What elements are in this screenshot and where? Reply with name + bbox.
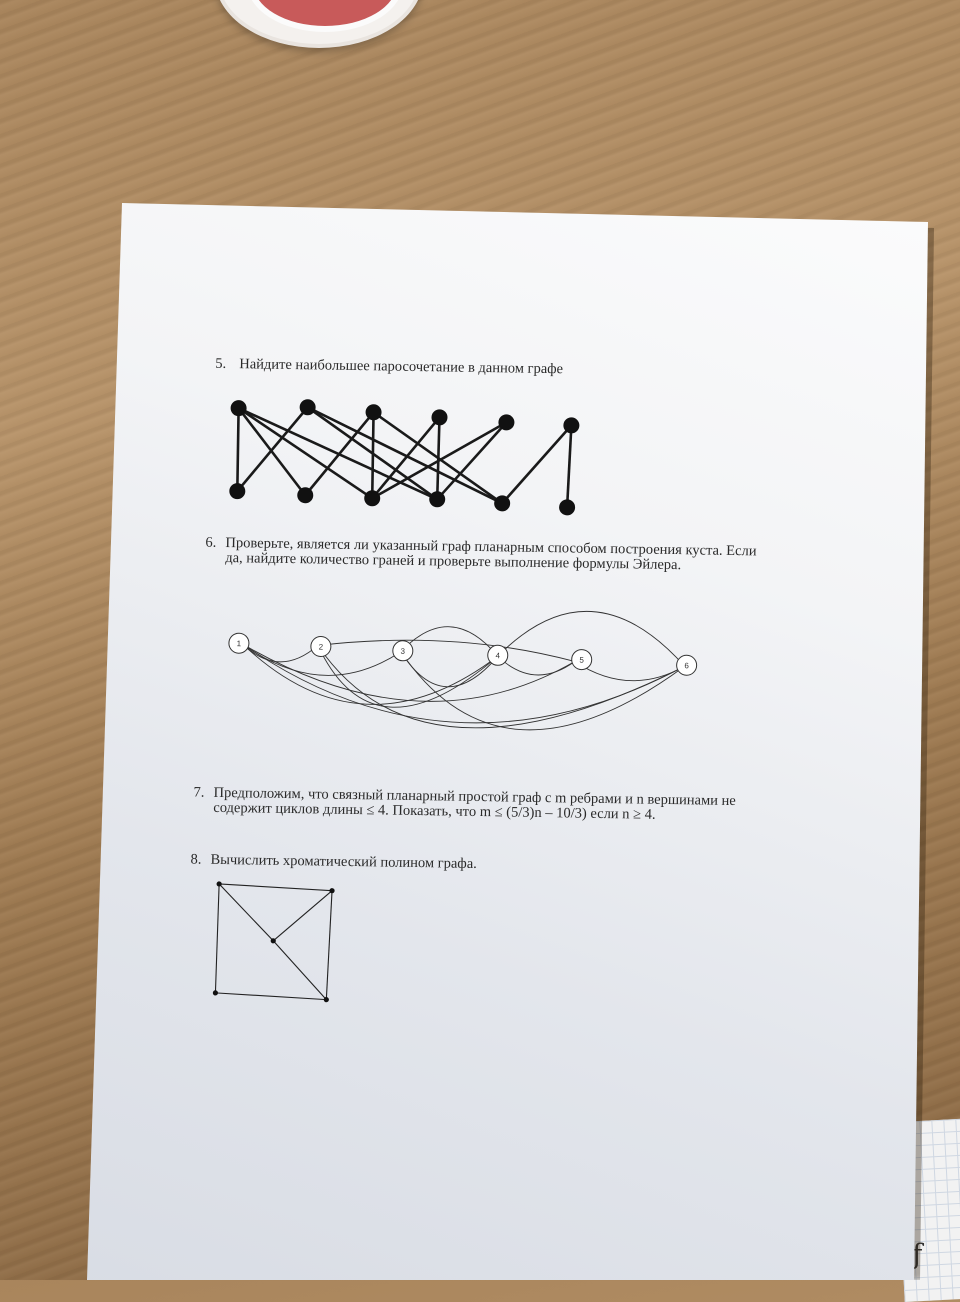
task-8-text: Вычислить хроматический полином графа.: [210, 851, 477, 872]
node-6-label: 6: [684, 661, 689, 670]
task-7-text: Предположим, что связный планарный прост…: [213, 785, 736, 824]
task-8-number: 8.: [190, 851, 202, 868]
node-5-label: 5: [579, 656, 584, 665]
node-3-label: 3: [401, 647, 406, 656]
task-5-number: 5.: [215, 355, 227, 372]
node-4-label: 4: [495, 651, 500, 660]
task-8-line-1: Вычислить хроматический полином графа.: [210, 851, 477, 872]
node-2-label: 2: [319, 642, 324, 651]
handwritten-mark: ƒ: [912, 1238, 923, 1271]
tape-roll: [215, 0, 423, 48]
task-6-text: Проверьте, является ли указанный граф пл…: [225, 535, 757, 574]
node-1-label: 1: [237, 639, 242, 648]
task-7-number: 7.: [193, 784, 205, 801]
task-5-text: Найдите наибольшее паросочетание в данно…: [239, 356, 564, 378]
planar-graph-figure: 1 2 3 4 5 6: [228, 611, 698, 731]
chromatic-graph-figure: [212, 881, 335, 1003]
task-6-number: 6.: [205, 534, 217, 551]
task-5-line-1: Найдите наибольшее паросочетание в данно…: [239, 356, 564, 378]
bipartite-graph-figure: [229, 399, 580, 516]
